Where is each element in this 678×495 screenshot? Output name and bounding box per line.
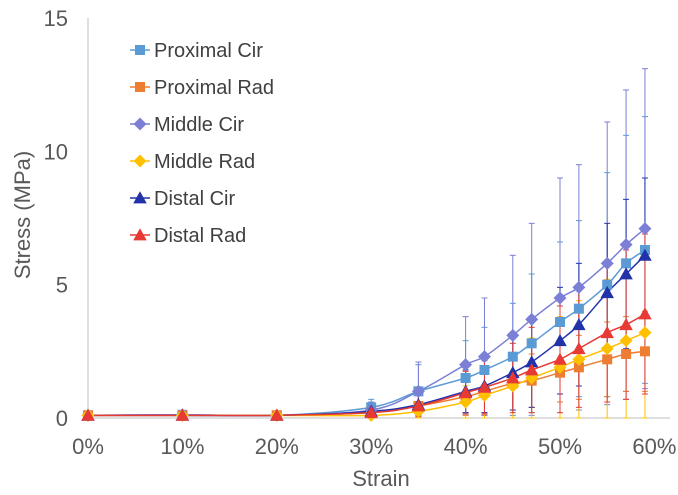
legend-label-middle-rad: Middle Rad xyxy=(154,151,255,173)
x-tick-label: 20% xyxy=(255,434,299,459)
middle-cir-point xyxy=(411,384,425,398)
middle-rad-point xyxy=(619,334,633,348)
middle-rad-point xyxy=(459,395,473,409)
distal-rad-point xyxy=(524,363,539,376)
distal-rad-point xyxy=(270,408,284,421)
legend-label-middle-cir: Middle Cir xyxy=(154,114,244,136)
y-axis-title: Stress (MPa) xyxy=(10,151,35,279)
middle-cir-point xyxy=(459,358,473,372)
distal-cir-point xyxy=(572,317,586,331)
proximal-cir-point xyxy=(479,365,490,375)
y-tick-label: 5 xyxy=(56,273,68,298)
distal-cir-point xyxy=(619,267,633,280)
distal-rad-point xyxy=(572,341,586,355)
proximal-rad-point xyxy=(621,349,632,359)
legend-label-distal-rad: Distal Rad xyxy=(154,225,246,247)
middle-rad-point xyxy=(572,352,586,366)
middle-rad-point xyxy=(638,326,652,340)
legend-marker-middle-cir xyxy=(133,117,147,131)
distal-cir-point xyxy=(600,285,614,299)
x-tick-label: 30% xyxy=(349,434,393,459)
legend-marker-distal-cir xyxy=(133,191,147,204)
proximal-rad-point xyxy=(573,362,584,373)
proximal-cir-line xyxy=(87,249,646,417)
series-markers xyxy=(81,222,652,422)
x-tick-label: 50% xyxy=(538,434,582,459)
proximal-cir-point xyxy=(573,303,584,314)
legend-label-proximal-rad: Proximal Rad xyxy=(154,77,274,99)
distal-rad-point xyxy=(600,325,614,339)
middle-cir-point xyxy=(525,312,539,326)
distal-rad-point xyxy=(506,371,520,384)
proximal-cir-point xyxy=(602,279,613,290)
middle-cir-point xyxy=(638,222,652,236)
legend: Proximal Cir Proximal Rad Middle Cir Middle… xyxy=(130,40,274,247)
legend-label-proximal-cir: Proximal Cir xyxy=(154,40,263,62)
legend-marker-proximal-cir xyxy=(135,45,145,55)
proximal-rad-point xyxy=(639,346,650,357)
proximal-cir-point xyxy=(526,338,537,349)
middle-rad-point xyxy=(600,342,614,356)
proximal-cir-point xyxy=(555,317,565,327)
distal-rad-point xyxy=(477,380,492,393)
middle-cir-point xyxy=(600,256,614,270)
distal-cir-point xyxy=(524,355,539,368)
tick-labels: 0% 10% 20% 30% 40% 50% 60% 0 5 10 15 xyxy=(44,6,677,459)
x-tick-label: 10% xyxy=(160,434,204,459)
y-tick-label: 15 xyxy=(44,6,68,31)
x-tick-label: 0% xyxy=(72,434,104,459)
distal-cir-line xyxy=(87,254,646,417)
distal-rad-point xyxy=(175,408,190,421)
x-tick-label: 40% xyxy=(444,434,488,459)
x-tick-label: 60% xyxy=(632,434,676,459)
y-tick-label: 10 xyxy=(44,139,68,164)
distal-rad-point xyxy=(619,317,633,331)
legend-label-distal-cir: Distal Cir xyxy=(154,188,235,210)
middle-cir-point xyxy=(619,238,633,252)
distal-cir-point xyxy=(638,248,652,261)
middle-cir-point xyxy=(553,291,567,305)
distal-cir-point xyxy=(553,333,567,347)
legend-marker-distal-rad xyxy=(133,228,147,241)
proximal-cir-point xyxy=(460,373,471,383)
legend-marker-middle-rad xyxy=(133,154,147,168)
distal-rad-point xyxy=(553,352,567,365)
y-tick-label: 0 xyxy=(56,406,68,431)
middle-cir-point xyxy=(506,328,520,342)
middle-cir-point xyxy=(477,350,491,364)
proximal-cir-point xyxy=(507,351,518,362)
middle-cir-point xyxy=(572,280,586,294)
distal-rad-point xyxy=(81,408,95,421)
x-axis-title: Strain xyxy=(352,466,409,491)
distal-rad-point xyxy=(458,385,473,399)
legend-marker-proximal-rad xyxy=(135,82,145,92)
distal-rad-point xyxy=(411,399,426,412)
distal-rad-point xyxy=(638,307,652,320)
proximal-cir-point xyxy=(621,258,632,269)
proximal-rad-point xyxy=(602,354,613,365)
distal-rad-point xyxy=(364,405,378,419)
